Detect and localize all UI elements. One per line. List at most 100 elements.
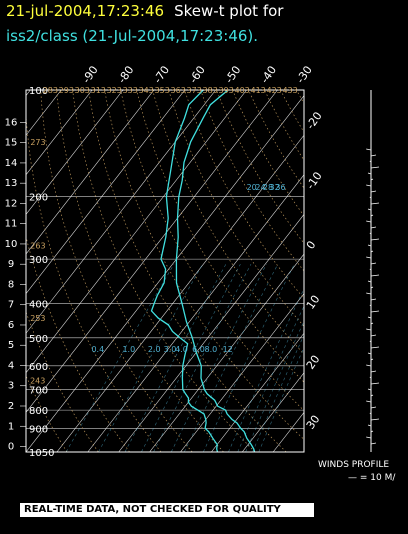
wind-barb — [370, 154, 377, 157]
dry-adiabat-label: 403 — [235, 86, 250, 95]
dry-adiabat-label: 333 — [123, 86, 138, 95]
wind-barb — [369, 160, 372, 163]
isotherm-line — [118, 213, 304, 452]
wind-barb — [367, 424, 372, 427]
dry-adiabat-label: 383 — [203, 86, 218, 95]
top-temperature-tick: -30 — [294, 64, 315, 86]
wind-barb — [367, 280, 372, 283]
height-tick-label: 16 — [5, 117, 18, 128]
dry-adiabat — [40, 90, 193, 452]
mixing-ratio-label: 12 — [223, 345, 233, 354]
wind-barb — [367, 208, 372, 211]
right-temperature-tick: 20 — [304, 353, 323, 372]
label-layer: 1002003004005006007008009001050012345678… — [5, 64, 325, 459]
isotherm-line — [26, 90, 278, 413]
mixing-ratio-line — [141, 264, 241, 452]
isotherm-line — [303, 451, 304, 452]
dry-adiabat-label: 363 — [171, 86, 186, 95]
height-tick-label: 10 — [5, 239, 18, 250]
height-tick-label: 11 — [5, 219, 18, 230]
mixing-ratio-line — [228, 288, 304, 452]
dry-adiabat-label: 303 — [75, 86, 90, 95]
wind-barb — [370, 442, 377, 445]
winds-profile-label: WINDS PROFILE — [318, 460, 390, 470]
dry-adiabat — [152, 90, 304, 355]
mixing-ratio-line — [203, 264, 295, 452]
wind-barb — [370, 262, 377, 265]
wind-barb — [370, 370, 377, 373]
wind-barb — [367, 316, 372, 319]
wind-barb — [367, 244, 372, 247]
pressure-tick-label: 900 — [29, 424, 48, 435]
wind-barb — [370, 178, 374, 181]
wind-barb — [370, 358, 374, 361]
dry-adiabat-label: 243 — [30, 377, 45, 386]
height-tick-label: 3 — [8, 381, 14, 392]
wind-barb — [370, 226, 377, 229]
pressure-tick-label: 300 — [29, 255, 48, 266]
isotherm-line — [241, 372, 304, 452]
mixing-ratio-label: 2.0 — [148, 345, 161, 354]
height-tick-label: 12 — [5, 198, 18, 209]
dry-adiabat — [296, 90, 304, 105]
height-tick-label: 4 — [8, 360, 14, 371]
isotherm-line — [56, 134, 304, 452]
winds-scale-label: — = 10 M/ — [348, 473, 396, 483]
wind-barb — [370, 190, 377, 193]
pressure-tick-label: 800 — [29, 406, 48, 417]
dry-adiabat — [120, 90, 304, 412]
wind-barb — [370, 250, 374, 253]
wind-barb — [370, 394, 374, 397]
winds-profile-panel — [366, 90, 380, 452]
mixing-ratio-line — [65, 264, 175, 452]
height-tick-label: 14 — [5, 158, 18, 169]
dry-adiabat — [344, 90, 408, 452]
wind-barb — [366, 436, 372, 439]
wind-barb — [370, 238, 380, 241]
wind-barb — [366, 148, 372, 151]
wind-barb — [367, 172, 372, 175]
dry-adiabat-label: 423 — [266, 86, 281, 95]
dry-adiabat-label: 273 — [30, 138, 45, 147]
wind-barb — [369, 304, 372, 307]
mixing-ratio-label: 1.0 — [122, 345, 135, 354]
height-tick-label: 15 — [5, 138, 18, 149]
mixing-ratio-line — [237, 305, 304, 452]
height-tick-label: 6 — [8, 320, 14, 331]
wind-barb — [367, 352, 372, 355]
top-temperature-tick: -60 — [187, 64, 208, 86]
wind-barb — [370, 202, 380, 205]
dry-adiabat — [248, 90, 304, 189]
wind-barb — [369, 196, 372, 199]
mixing-ratio-line — [124, 264, 227, 452]
right-temperature-tick: -20 — [304, 110, 325, 132]
top-temperature-tick: -90 — [80, 64, 101, 86]
dry-adiabat-label: 433 — [282, 86, 297, 95]
mixing-ratio-line — [245, 320, 304, 452]
dry-adiabat — [216, 90, 304, 244]
mixing-ratio-label: 3.0 — [164, 345, 177, 354]
isotherm-line — [26, 90, 186, 295]
wind-barb — [369, 268, 372, 271]
dry-adiabat-label: 283 — [43, 86, 58, 95]
height-tick-label: 1 — [8, 421, 14, 432]
height-tick-label: 5 — [8, 340, 14, 351]
right-temperature-tick: 0 — [304, 239, 319, 252]
top-temperature-tick: -40 — [258, 64, 279, 86]
wind-barb — [370, 298, 377, 301]
dry-adiabat — [72, 90, 256, 452]
pressure-tick-label: 500 — [29, 334, 48, 345]
height-tick-label: 8 — [8, 279, 14, 290]
wind-barb — [370, 286, 374, 289]
height-tick-label: 0 — [8, 442, 14, 453]
dry-adiabat-label: 293 — [59, 86, 74, 95]
pressure-tick-label: 400 — [29, 299, 48, 310]
height-tick-label: 13 — [5, 178, 18, 189]
plot-frame — [25, 89, 305, 453]
mixing-ratio-label: 20 — [247, 183, 257, 192]
isotherm-line — [180, 293, 304, 452]
isotherm-line — [26, 95, 304, 452]
sounding-subtitle: iss2/class (21-Jul-2004,17:23:46). — [6, 27, 259, 45]
wind-barb — [370, 430, 374, 433]
height-tick-label: 2 — [8, 401, 14, 412]
